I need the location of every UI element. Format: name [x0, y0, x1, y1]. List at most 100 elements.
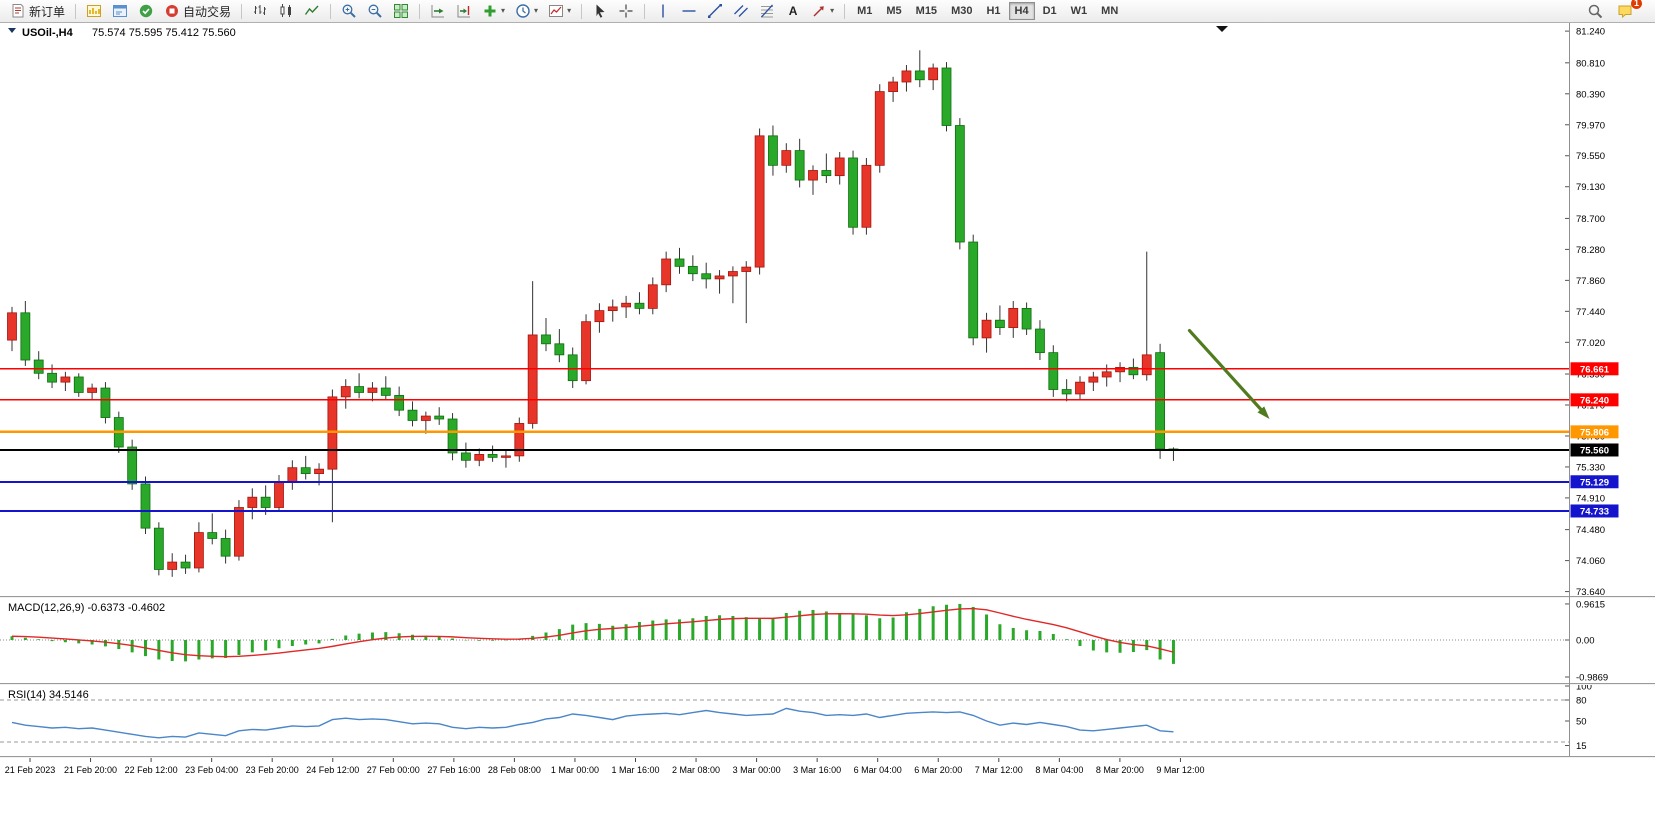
fibonacci-icon	[761, 4, 774, 18]
timeframe-h1-button[interactable]: H1	[980, 2, 1006, 20]
line-chart-button[interactable]	[300, 1, 324, 21]
time-label: 21 Feb 2023	[5, 765, 56, 775]
horizontal-line-button[interactable]	[677, 1, 701, 21]
timeframe-m30-button[interactable]: M30	[945, 2, 978, 20]
arrows-tool-button[interactable]: ▾	[807, 1, 838, 21]
toolbar-separator	[241, 3, 243, 19]
tile-windows-button[interactable]	[389, 1, 413, 21]
candlestick-chart-button[interactable]	[274, 1, 298, 21]
bull-candle	[1075, 381, 1085, 395]
price-tick-label: 79.130	[1576, 182, 1605, 193]
crosshair-button[interactable]	[614, 1, 638, 21]
bull-candle	[647, 284, 658, 309]
search-button[interactable]	[1583, 1, 1607, 21]
time-label: 23 Feb 20:00	[246, 765, 299, 775]
rsi-label: RSI(14) 34.5146	[8, 689, 89, 701]
bear-candle	[954, 125, 965, 243]
bull-candle	[781, 150, 792, 166]
templates-button[interactable]: ▾	[544, 1, 575, 21]
bull-candle	[314, 468, 324, 474]
chart-canvas[interactable]: 81.240 80.810 80.390 79.970 79.550 79.130 78.7…	[0, 23, 1655, 826]
timeframe-m5-button[interactable]: M5	[880, 2, 907, 20]
text-tool-button[interactable]: A	[781, 1, 805, 21]
bull-candle	[928, 67, 939, 81]
chevron-down-icon: ▾	[567, 6, 572, 15]
price-line-label: 74.733	[1580, 506, 1609, 517]
time-label: 21 Feb 20:00	[64, 765, 117, 775]
bull-candle	[1101, 371, 1112, 378]
bar-chart-button[interactable]	[248, 1, 272, 21]
timeframe-d1-button[interactable]: D1	[1037, 2, 1063, 20]
chart-window: 81.240 80.810 80.390 79.970 79.550 79.130 78.7…	[0, 23, 1655, 826]
rsi-panel: RSI(14) 34.5146 100 80 50 15	[0, 682, 1592, 752]
line-chart-icon	[304, 5, 319, 15]
navigator-button[interactable]	[108, 1, 132, 21]
bull-candle	[474, 454, 485, 461]
time-label: 27 Feb 16:00	[427, 765, 480, 775]
price-tick-label: 77.020	[1576, 338, 1605, 349]
zoom-out-button[interactable]	[363, 1, 387, 21]
bear-candle	[260, 496, 271, 508]
timeframe-m15-button[interactable]: M15	[910, 2, 943, 20]
price-line-label-box	[1570, 504, 1619, 518]
crosshair-icon	[619, 4, 633, 18]
one-click-trading-toggle[interactable]	[8, 28, 16, 33]
time-label: 23 Feb 04:00	[185, 765, 238, 775]
timeframe-mn-button[interactable]: MN	[1095, 2, 1124, 20]
zoom-in-button[interactable]	[337, 1, 361, 21]
chart-shift-button[interactable]	[452, 1, 476, 21]
bear-candle	[968, 241, 979, 339]
fibonacci-button[interactable]	[755, 1, 779, 21]
toolbar-separator	[330, 3, 332, 19]
bull-candle	[888, 81, 898, 92]
time-label: 22 Feb 12:00	[125, 765, 178, 775]
indicators-button[interactable]: ▾	[478, 1, 509, 21]
bear-candle	[20, 312, 31, 361]
bear-candle	[554, 343, 565, 356]
cursor-button[interactable]	[588, 1, 612, 21]
template-chart-icon	[549, 5, 564, 17]
time-label: 3 Mar 16:00	[793, 765, 841, 775]
bull-candle	[274, 482, 284, 508]
bear-candle	[821, 170, 832, 177]
vertical-line-button[interactable]	[651, 1, 675, 21]
terminal-button[interactable]	[134, 1, 158, 21]
bear-candle	[567, 354, 578, 382]
timeframe-w1-button[interactable]: W1	[1065, 2, 1094, 20]
navigator-icon	[113, 5, 128, 17]
auto-scroll-button[interactable]	[426, 1, 450, 21]
market-watch-button[interactable]	[82, 1, 106, 21]
community-chat-button[interactable]: 1	[1613, 0, 1642, 21]
new-order-button[interactable]: 新订单	[6, 1, 69, 21]
notification-badge: 1	[1630, 0, 1642, 9]
periods-button[interactable]: ▾	[511, 1, 542, 21]
candlestick-chart-icon	[280, 4, 292, 17]
trendline-button[interactable]	[703, 1, 727, 21]
bear-candle	[127, 446, 138, 485]
channel-button[interactable]	[729, 1, 753, 21]
toolbar-separator	[75, 3, 77, 19]
time-label: 6 Mar 20:00	[914, 765, 962, 775]
toolbar-separator	[844, 3, 846, 19]
bear-candle	[1128, 366, 1139, 376]
chevron-down-icon: ▾	[830, 6, 835, 15]
time-label: 27 Feb 00:00	[367, 765, 420, 775]
auto-trading-button[interactable]: 自动交易	[160, 1, 235, 21]
bull-candle	[594, 310, 605, 323]
chart-title-ohlc: 75.574 75.595 75.412 75.560	[92, 27, 236, 39]
timeframe-m1-button[interactable]: M1	[851, 2, 878, 20]
bear-candle	[180, 561, 191, 569]
time-label: 7 Mar 12:00	[975, 765, 1023, 775]
rsi-scale-label: 100	[1576, 682, 1592, 693]
price-tick-label: 74.060	[1576, 556, 1605, 567]
trend-arrow[interactable]	[1187, 328, 1270, 420]
trend-arrow-shaft	[1187, 328, 1263, 411]
bear-candle	[941, 67, 952, 126]
price-tick-label: 77.440	[1576, 307, 1605, 318]
bull-candle	[247, 496, 258, 508]
time-axis: 21 Feb 2023 21 Feb 20:00 22 Feb 12:00 23 Fe…	[5, 758, 1204, 775]
bear-candle	[634, 302, 645, 309]
toolbar-separator	[581, 3, 583, 19]
timeframe-h4-button[interactable]: H4	[1008, 2, 1035, 20]
new-order-icon	[12, 4, 24, 18]
